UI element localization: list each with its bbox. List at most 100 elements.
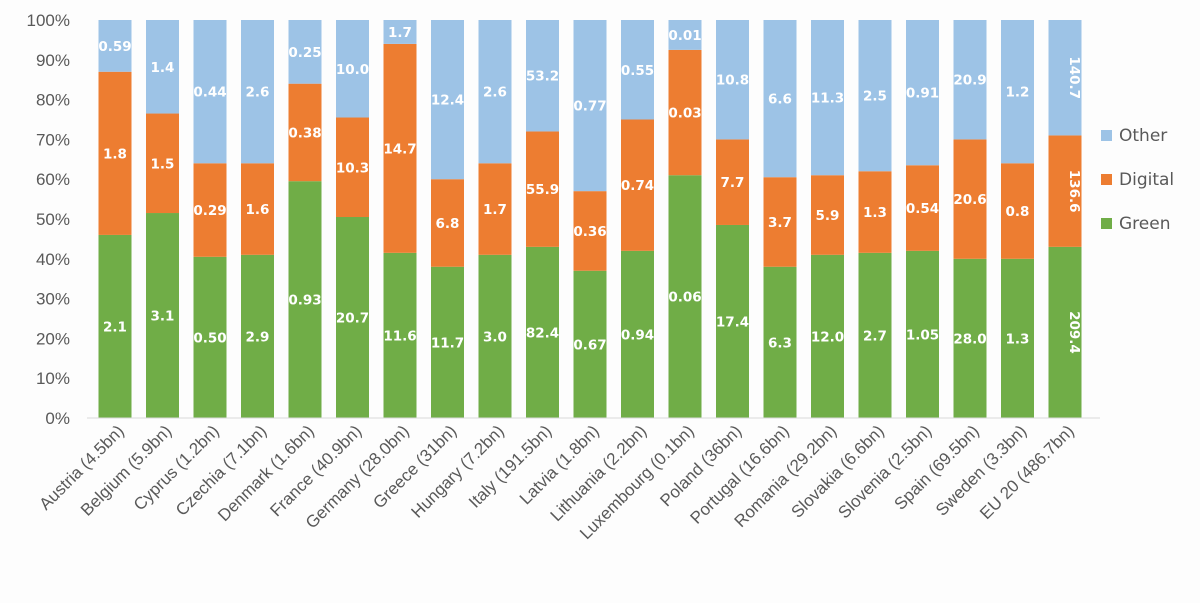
data-label-other: 20.9: [953, 73, 986, 89]
legend-item: Other: [1101, 126, 1167, 146]
bar-stack: 2.1 1.8 0.59: [98, 20, 132, 418]
data-label-green: 0.93: [288, 293, 321, 309]
bar-segment-other: [288, 20, 322, 84]
bar-stack: 3.1 1.5 1.4: [146, 20, 179, 418]
bar-segment-green: [241, 254, 274, 418]
y-tick-label: 100%: [27, 11, 70, 30]
data-label-other: 0.91: [906, 86, 939, 102]
bar-stack: 6.3 3.7 6.6: [763, 20, 797, 418]
bar-segment-digital: [763, 177, 797, 267]
data-label-digital: 1.7: [483, 202, 507, 218]
bar-segment-digital: [811, 175, 844, 255]
data-label-other: 140.7: [1066, 56, 1082, 99]
data-label-digital: 1.6: [246, 202, 270, 218]
data-label-other: 10.0: [336, 62, 369, 78]
data-label-digital: 5.9: [816, 208, 840, 224]
bar-segment-green: [383, 252, 417, 418]
bar-segment-digital: [1001, 163, 1034, 259]
legend-swatch: [1101, 174, 1112, 185]
bar-segment-green: [573, 270, 607, 418]
bar-segment-green: [1048, 246, 1082, 418]
data-label-digital: 0.29: [193, 203, 226, 219]
bar-segment-green: [98, 234, 132, 418]
data-label-green: 1.05: [906, 327, 939, 343]
bar-segment-green: [146, 213, 179, 418]
y-tick-label: 40%: [36, 250, 70, 269]
data-label-green: 11.6: [383, 328, 416, 344]
data-label-other: 1.7: [388, 25, 412, 41]
bar-segment-other: [573, 20, 607, 192]
bar-segment-green: [858, 252, 892, 418]
data-label-other: 0.55: [621, 63, 654, 79]
x-tick-label: Austria (4.5bn): [36, 421, 128, 513]
y-tick-label: 60%: [36, 170, 70, 189]
data-label-green: 0.06: [668, 290, 701, 306]
bar-stack: 12.0 5.9 11.3: [811, 20, 844, 418]
legend-swatch: [1101, 218, 1112, 229]
data-label-green: 28.0: [953, 331, 986, 347]
legend-item: Digital: [1101, 170, 1174, 190]
data-label-green: 209.4: [1066, 311, 1082, 354]
data-label-green: 3.1: [151, 309, 175, 325]
data-label-digital: 0.8: [1006, 204, 1030, 220]
bar-segment-green: [193, 256, 227, 418]
legend-label: Green: [1119, 214, 1170, 234]
bar-segment-digital: [478, 163, 512, 255]
data-label-other: 0.77: [573, 99, 606, 115]
data-label-digital: 55.9: [526, 182, 559, 198]
x-tick-label: Cyprus (1.2bn): [130, 421, 223, 514]
bar-stack: 0.50 0.29 0.44: [193, 20, 227, 418]
bar-segment-green: [526, 246, 559, 418]
bar-segment-digital: [288, 83, 322, 182]
bar-segment-digital: [146, 113, 179, 214]
bars: 2.1 1.8 0.59 3.1 1.5 1.4 0.50 0.29 0.44 2.9 1.6 2.6…: [98, 20, 1082, 418]
data-label-green: 6.3: [768, 335, 792, 351]
data-label-green: 20.7: [336, 311, 369, 327]
y-axis: 0% 10% 20% 30% 40% 50% 60% 70% 80% 90% 100%: [27, 11, 70, 428]
bar-segment-other: [906, 20, 939, 166]
bar-segment-digital: [668, 49, 702, 176]
bar-segment-green: [431, 266, 464, 418]
legend-swatch: [1101, 130, 1112, 141]
data-label-other: 0.01: [668, 28, 701, 44]
bar-stack: 2.9 1.6 2.6: [241, 20, 274, 418]
data-label-other: 2.6: [246, 85, 270, 101]
data-label-green: 0.94: [621, 327, 654, 343]
bar-stack: 20.7 10.3 10.0: [336, 20, 369, 418]
bar-segment-digital: [336, 117, 369, 218]
bar-segment-other: [383, 20, 417, 44]
data-label-digital: 20.6: [953, 192, 986, 208]
bar-segment-digital: [526, 131, 559, 247]
bar-segment-digital: [858, 171, 892, 253]
bar-segment-green: [763, 266, 797, 418]
data-label-other: 0.25: [288, 45, 321, 61]
data-label-other: 6.6: [768, 92, 792, 108]
bar-segment-digital: [573, 191, 607, 271]
bar-stack: 0.94 0.74 0.55: [621, 20, 654, 418]
data-label-other: 2.5: [863, 89, 887, 105]
legend-label: Other: [1119, 126, 1167, 146]
bar-segment-green: [668, 175, 702, 418]
bar-segment-green: [621, 250, 654, 418]
data-label-green: 0.50: [193, 330, 226, 346]
bar-stack: 0.06 0.03 0.01: [668, 20, 702, 418]
data-label-other: 12.4: [431, 93, 464, 109]
data-label-digital: 1.8: [103, 146, 127, 162]
bar-segment-digital: [716, 139, 749, 225]
data-label-green: 82.4: [526, 325, 559, 341]
data-label-green: 11.7: [431, 335, 464, 351]
data-label-digital: 6.8: [436, 216, 460, 232]
legend-label: Digital: [1119, 170, 1174, 190]
data-label-other: 1.2: [1006, 85, 1030, 101]
bar-stack: 0.93 0.38 0.25: [288, 20, 322, 418]
bar-segment-green: [953, 258, 987, 418]
bar-stack: 1.3 0.8 1.2: [1001, 20, 1034, 418]
data-label-green: 1.3: [1006, 331, 1030, 347]
bar-segment-other: [431, 20, 464, 180]
data-label-digital: 1.3: [863, 205, 887, 221]
data-label-digital: 0.36: [573, 224, 606, 240]
bar-segment-other: [241, 20, 274, 164]
y-tick-label: 90%: [36, 51, 70, 70]
bar-stack: 28.0 20.6 20.9: [953, 20, 987, 418]
